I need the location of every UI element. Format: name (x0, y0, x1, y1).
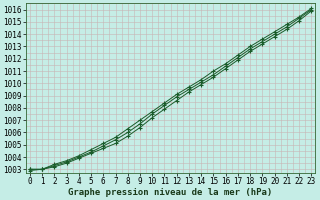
X-axis label: Graphe pression niveau de la mer (hPa): Graphe pression niveau de la mer (hPa) (68, 188, 273, 197)
